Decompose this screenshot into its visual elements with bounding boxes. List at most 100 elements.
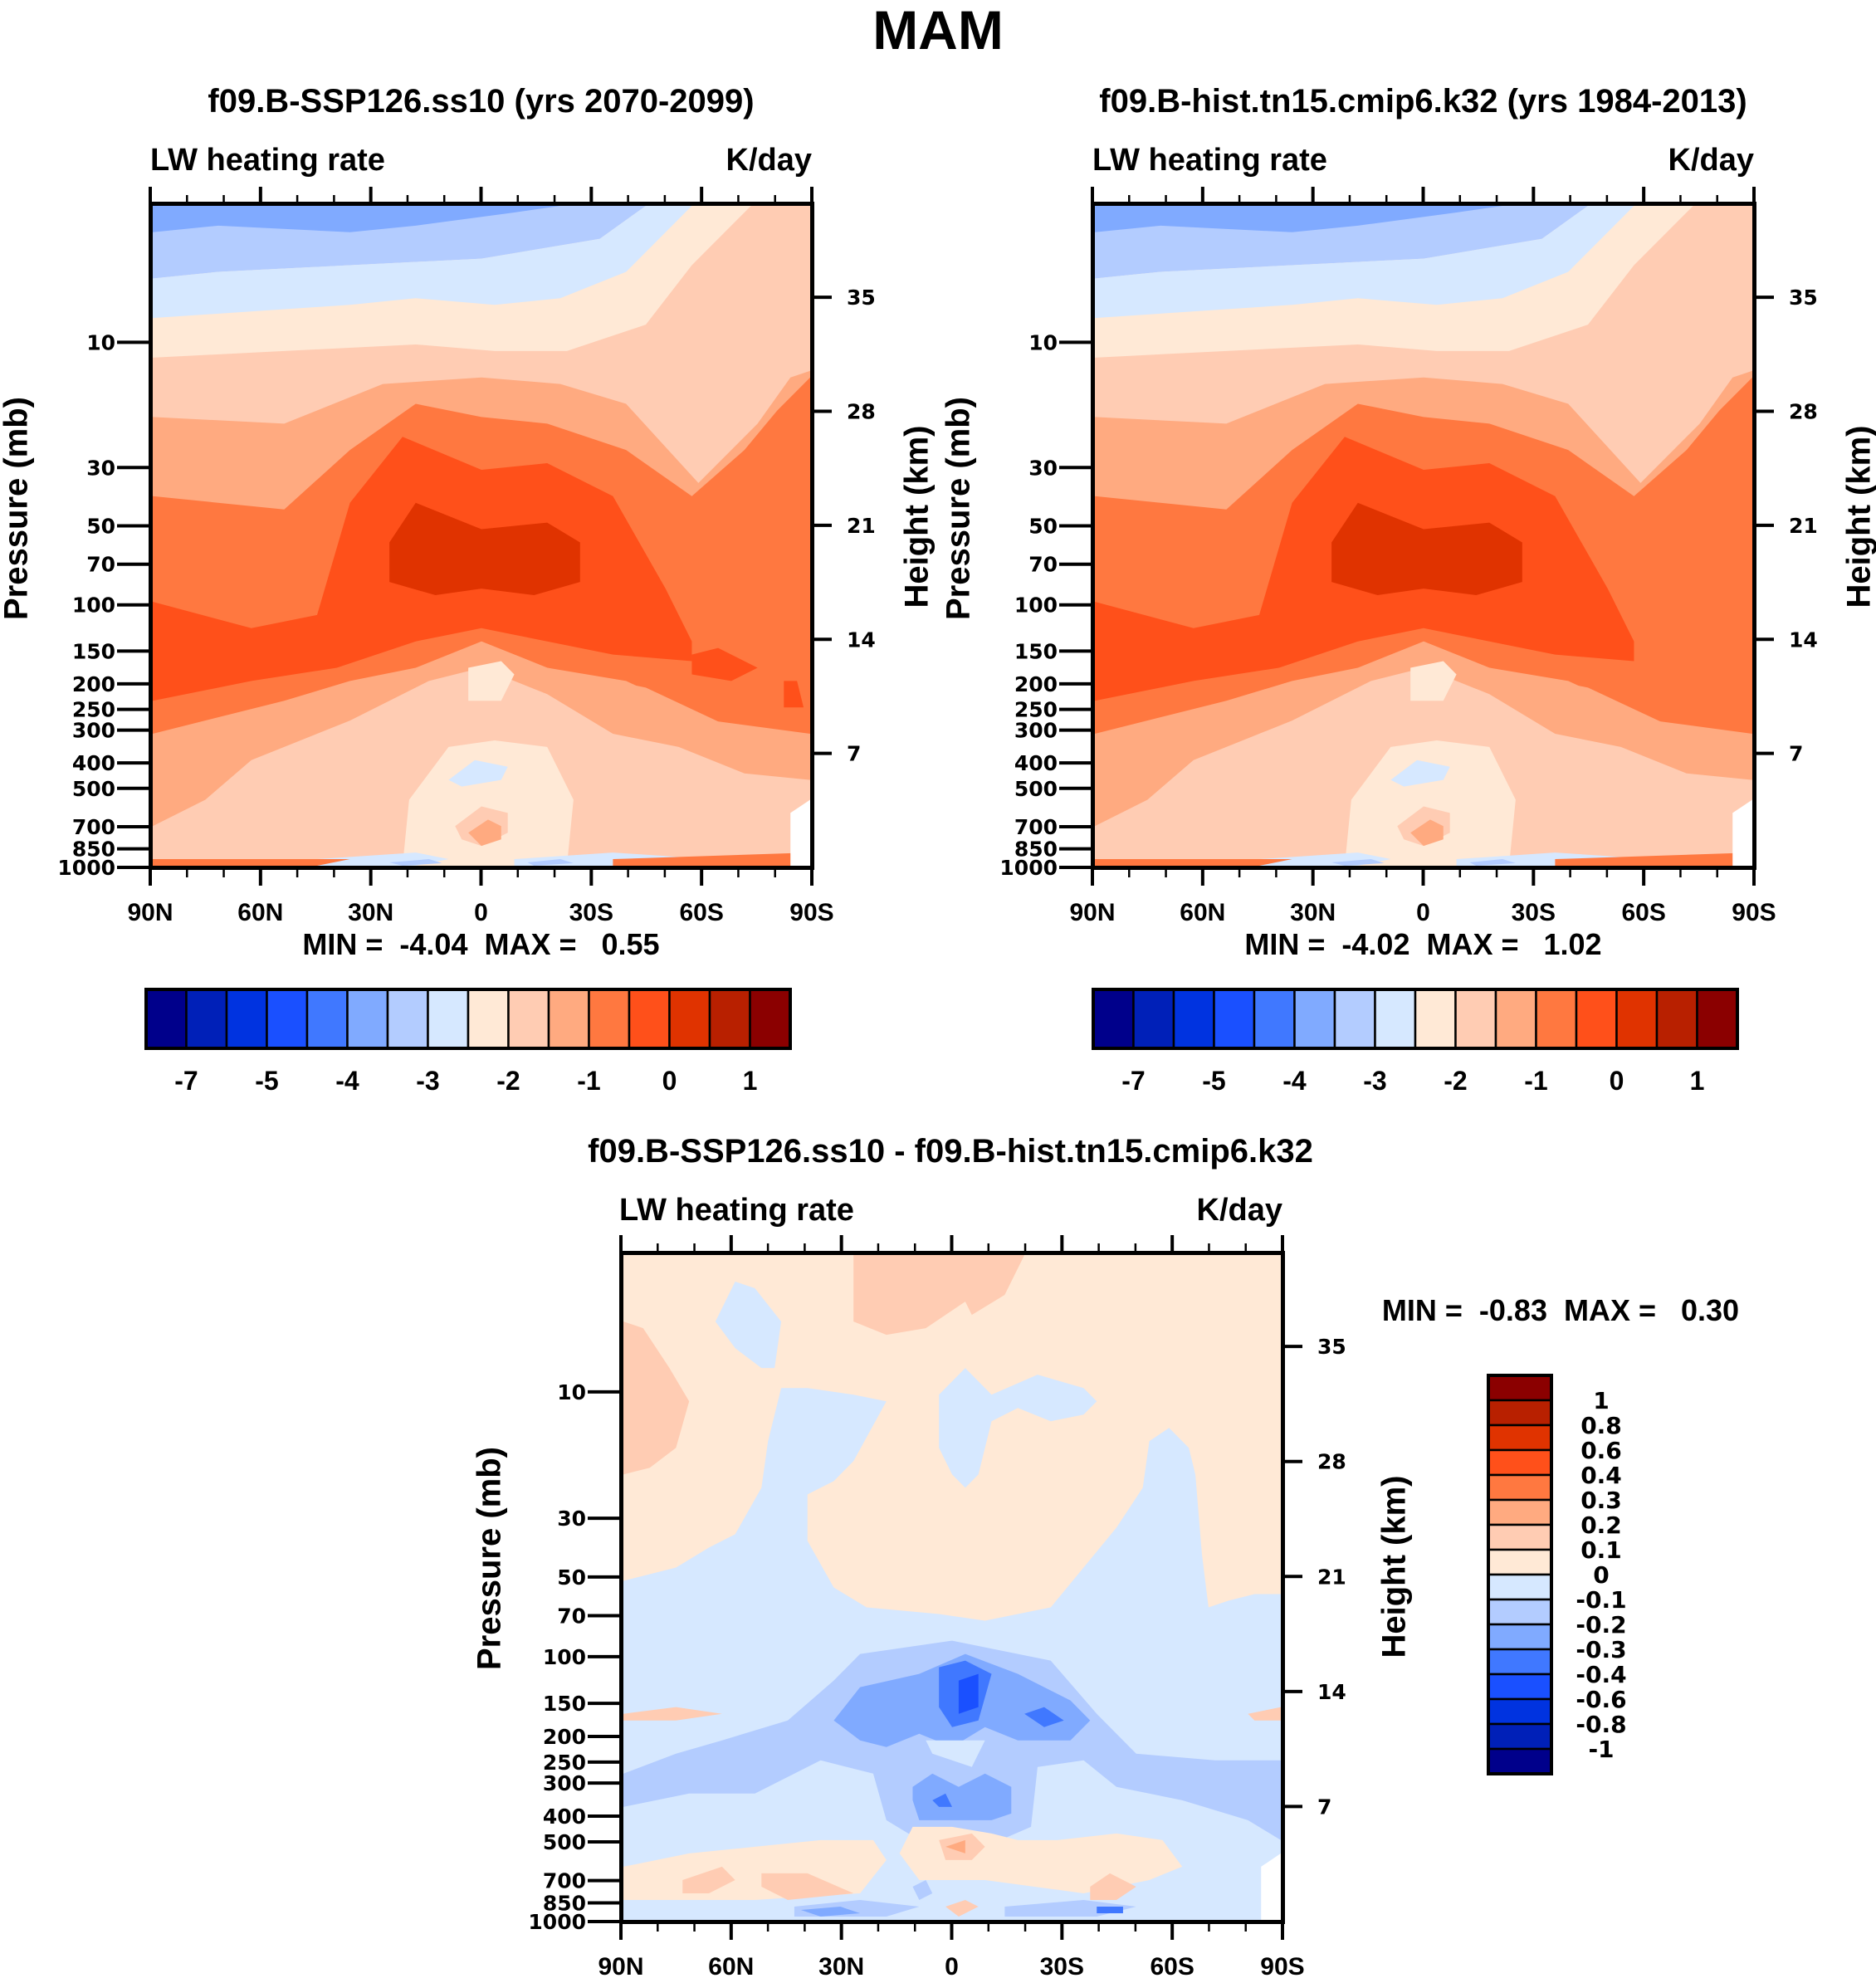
colorbar-cell [1253, 988, 1296, 1050]
panel-hist-variable-label: LW heating rate [1092, 143, 1327, 178]
colorbar-cell [1454, 988, 1497, 1050]
colorbar-label: -0.3 [1576, 1636, 1626, 1663]
x-tick-label: 90N [127, 899, 173, 926]
x-tick-label: 60N [708, 1953, 754, 1978]
contour-region [1331, 859, 1385, 866]
contour-region [402, 740, 574, 866]
panel-hist-minmax: MIN = -4.02 MAX = 1.02 [1244, 927, 1602, 961]
y-tick-label: 1000 [999, 856, 1058, 880]
contour-region [926, 1740, 985, 1767]
y-tick-label: 850 [543, 1891, 586, 1915]
panel-diff-minmax: MIN = -0.83 MAX = 0.30 [1381, 1293, 1740, 1327]
y-tick-label: 300 [1014, 719, 1058, 743]
y-tick-label: 700 [543, 1869, 586, 1893]
x-tick-label: 30S [1040, 1953, 1084, 1978]
y-right-tick-label: 7 [1789, 742, 1803, 766]
colorbar-label: -1 [1588, 1736, 1614, 1763]
colorbar-cell [1487, 1648, 1553, 1676]
colorbar-label: 0.6 [1580, 1437, 1622, 1464]
contour-region [153, 641, 810, 827]
y-tick-label: 150 [1014, 639, 1058, 663]
colorbar-cell [507, 988, 550, 1050]
x-tick-label: 0 [1416, 899, 1430, 926]
colorbar-label: -2 [1444, 1066, 1467, 1096]
contour-region [1555, 852, 1752, 866]
contour-region [1469, 859, 1516, 866]
y-tick-label: 150 [72, 639, 115, 663]
contour-region [945, 1899, 979, 1917]
contour-region [153, 859, 350, 866]
y-right-tick-label: 35 [1317, 1335, 1346, 1359]
colorbar-label: 0.4 [1580, 1462, 1622, 1489]
x-tick-label: 30N [818, 1953, 864, 1978]
colorbar-cell [1487, 1573, 1553, 1601]
colorbar-label: 0 [1610, 1066, 1624, 1096]
contour-region [1095, 206, 1503, 232]
panel-diff-title: f09.B-SSP126.ss10 - f09.B-hist.tn15.cmip… [588, 1133, 1313, 1170]
colorbar-cell [1487, 1548, 1553, 1576]
x-tick-label: 30N [1290, 899, 1336, 926]
colorbar-label: 1 [1690, 1066, 1705, 1096]
y-right-tick-label: 21 [1317, 1565, 1346, 1589]
y-right-tick-label: 21 [847, 514, 876, 538]
x-tick-label: 60S [679, 899, 723, 926]
y-tick-label: 500 [543, 1830, 586, 1854]
y-tick-label: 50 [1028, 514, 1058, 538]
panel-ssp-variable-label: LW heating rate [150, 143, 385, 178]
y-tick-label: 700 [1014, 815, 1058, 839]
y-tick-label: 70 [557, 1604, 586, 1628]
y-tick-label: 30 [1028, 456, 1058, 480]
colorbar-label: -0.8 [1576, 1711, 1626, 1738]
x-tick-label: 60N [237, 899, 283, 926]
panel-ssp-title: f09.B-SSP126.ss10 (yrs 2070-2099) [208, 83, 755, 120]
panel-hist-axes: 90N 60N 30N 0 30S 60S 90S103050701001502002503… [999, 187, 1818, 926]
y-right-tick-label: 7 [1317, 1795, 1331, 1819]
y-tick-label: 30 [557, 1507, 586, 1531]
contour-field [153, 206, 810, 866]
colorbar-border [144, 988, 792, 1050]
panel-hist-plot-area [1091, 202, 1756, 870]
y-tick-label: 500 [72, 777, 115, 801]
colorbar-cell [1487, 1473, 1553, 1502]
contour-region [784, 681, 804, 708]
colorbar-label: -3 [1363, 1066, 1386, 1096]
contour-region [912, 1773, 1012, 1820]
colorbar-cell [1696, 988, 1739, 1050]
missing-data-region [1261, 1853, 1281, 1920]
colorbar-label: 0.1 [1580, 1536, 1622, 1564]
y-tick-label: 70 [1028, 553, 1058, 577]
contour-region [1410, 661, 1457, 701]
x-tick-label: 30N [348, 899, 393, 926]
y-tick-label: 300 [543, 1771, 586, 1795]
y-right-tick-label: 14 [1317, 1680, 1346, 1704]
colorbar-border [1092, 988, 1739, 1050]
x-tick-label: 60N [1180, 899, 1225, 926]
y-right-tick-label: 28 [1789, 400, 1818, 424]
y-tick-label: 250 [1014, 698, 1058, 722]
colorbar-cell [1487, 1722, 1553, 1751]
panel-hist-unit-label: K/day [1668, 143, 1754, 178]
colorbar-label: -4 [335, 1066, 359, 1096]
colorbar-cell [1487, 1498, 1553, 1526]
colorbar-label: 0.8 [1580, 1412, 1622, 1439]
panel-ssp-minmax: MIN = -4.04 MAX = 0.55 [302, 927, 660, 961]
y-right-tick-label: 21 [1789, 514, 1818, 538]
y-tick-label: 200 [543, 1725, 586, 1749]
contour-region [468, 819, 501, 847]
y-right-tick-label: 28 [847, 400, 876, 424]
colorbar-border [1487, 1374, 1553, 1775]
contour-region [468, 661, 515, 701]
panel-diff-unit-label: K/day [1196, 1193, 1282, 1228]
y-tick-label: 10 [1028, 330, 1058, 354]
contour-region [1090, 1873, 1136, 1900]
contour-region [153, 206, 692, 319]
panel-diff-variable-label: LW heating rate [619, 1193, 854, 1228]
y-tick-label: 200 [1014, 672, 1058, 696]
y-tick-label: 100 [1014, 593, 1058, 618]
colorbar-label: -7 [1121, 1066, 1145, 1096]
contour-region [153, 206, 561, 232]
contour-region [715, 1282, 782, 1369]
contour-region [1095, 206, 1634, 319]
